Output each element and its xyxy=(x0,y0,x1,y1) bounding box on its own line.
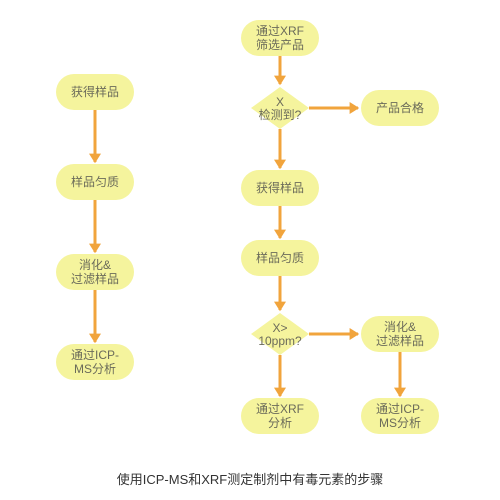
left-icpms-label1: 通过ICP- xyxy=(71,348,119,362)
right-icpms-label1: 通过ICP- xyxy=(376,402,424,416)
right-homogenize-label: 样品匀质 xyxy=(256,250,304,265)
right-x-detected-label2: 检测到? xyxy=(259,107,302,122)
caption-text: 使用ICP-MS和XRF测定制剂中有毒元素的步骤 xyxy=(0,469,500,488)
left-digest-filter-label2: 过滤样品 xyxy=(71,271,119,286)
left-obtain-sample-label: 获得样品 xyxy=(71,84,119,99)
left-homogenize-label: 样品匀质 xyxy=(71,174,119,189)
right-obtain-sample-label: 获得样品 xyxy=(256,180,304,195)
right-product-ok-label: 产品合格 xyxy=(376,100,424,115)
right-xrf-screen-label2: 筛选产品 xyxy=(256,37,304,52)
right-x-gt-10ppm-label2: 10ppm? xyxy=(258,334,302,348)
right-digest-filter-label2: 过滤样品 xyxy=(376,333,424,348)
right-xrf-analyze-label2: 分析 xyxy=(268,416,292,430)
right-xrf-screen-label1: 通过XRF xyxy=(256,24,304,38)
right-x-detected-label1: X xyxy=(276,95,284,109)
left-icpms-label2: MS分析 xyxy=(74,362,116,376)
right-icpms-label2: MS分析 xyxy=(379,416,421,430)
right-xrf-analyze-label1: 通过XRF xyxy=(256,402,304,416)
right-x-gt-10ppm-label1: X> xyxy=(272,321,287,335)
right-digest-filter-label1: 消化& xyxy=(384,320,416,334)
left-digest-filter-label1: 消化& xyxy=(79,258,111,272)
flowchart-svg: 获得样品样品匀质消化&过滤样品通过ICP-MS分析通过XRF筛选产品X检测到?产… xyxy=(0,0,500,500)
